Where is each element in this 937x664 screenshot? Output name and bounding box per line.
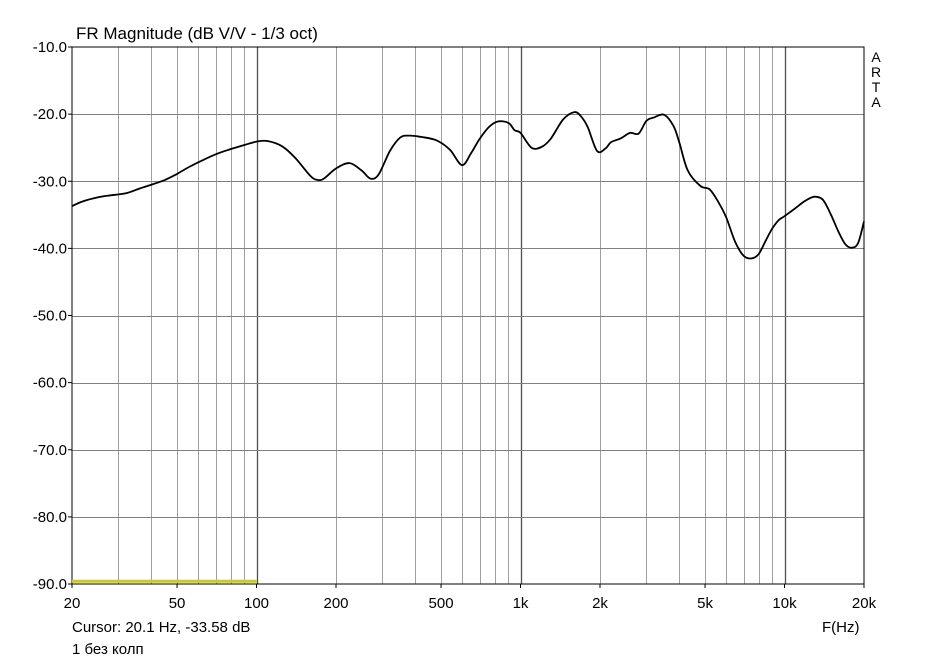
watermark-letter: A xyxy=(871,94,881,110)
x-tick-label: 100 xyxy=(244,595,269,612)
y-tick-label: -80.0 xyxy=(33,509,67,526)
chart-title: FR Magnitude (dB V/V - 1/3 oct) xyxy=(76,24,318,43)
x-tick-label: 500 xyxy=(429,595,454,612)
watermark-letter: R xyxy=(871,64,881,80)
x-tick-label: 2k xyxy=(592,595,608,612)
y-tick-label: -40.0 xyxy=(33,240,67,257)
x-tick-label: 5k xyxy=(697,595,713,612)
x-axis-title: F(Hz) xyxy=(822,619,860,636)
x-tick-label: 10k xyxy=(772,595,797,612)
y-tick-label: -50.0 xyxy=(33,308,67,325)
y-tick-label: -70.0 xyxy=(33,442,67,459)
y-tick-label: -90.0 xyxy=(33,576,67,593)
x-tick-label: 50 xyxy=(169,595,186,612)
x-tick-label: 20k xyxy=(852,595,877,612)
x-tick-label: 1k xyxy=(513,595,529,612)
watermark-letter: A xyxy=(871,49,881,65)
y-tick-label: -30.0 xyxy=(33,173,67,190)
y-tick-label: -20.0 xyxy=(33,106,67,123)
y-tick-label: -60.0 xyxy=(33,375,67,392)
tick-labels: -10.0 -20.0 -30.0 -40.0 -50.0 -60.0 -70.0 -80.0… xyxy=(33,39,877,612)
y-tick-label: -10.0 xyxy=(33,39,67,56)
series xyxy=(71,111,865,583)
x-tick-label: 200 xyxy=(323,595,348,612)
x-tick-label: 20 xyxy=(64,595,81,612)
cursor-readout: Cursor: 20.1 Hz, -33.58 dB xyxy=(72,619,251,636)
plot-frame xyxy=(71,46,865,585)
series-line-main xyxy=(71,111,865,260)
trace-label: 1 без колп xyxy=(72,641,144,658)
watermark-letter: T xyxy=(872,79,881,95)
grid xyxy=(72,47,864,584)
